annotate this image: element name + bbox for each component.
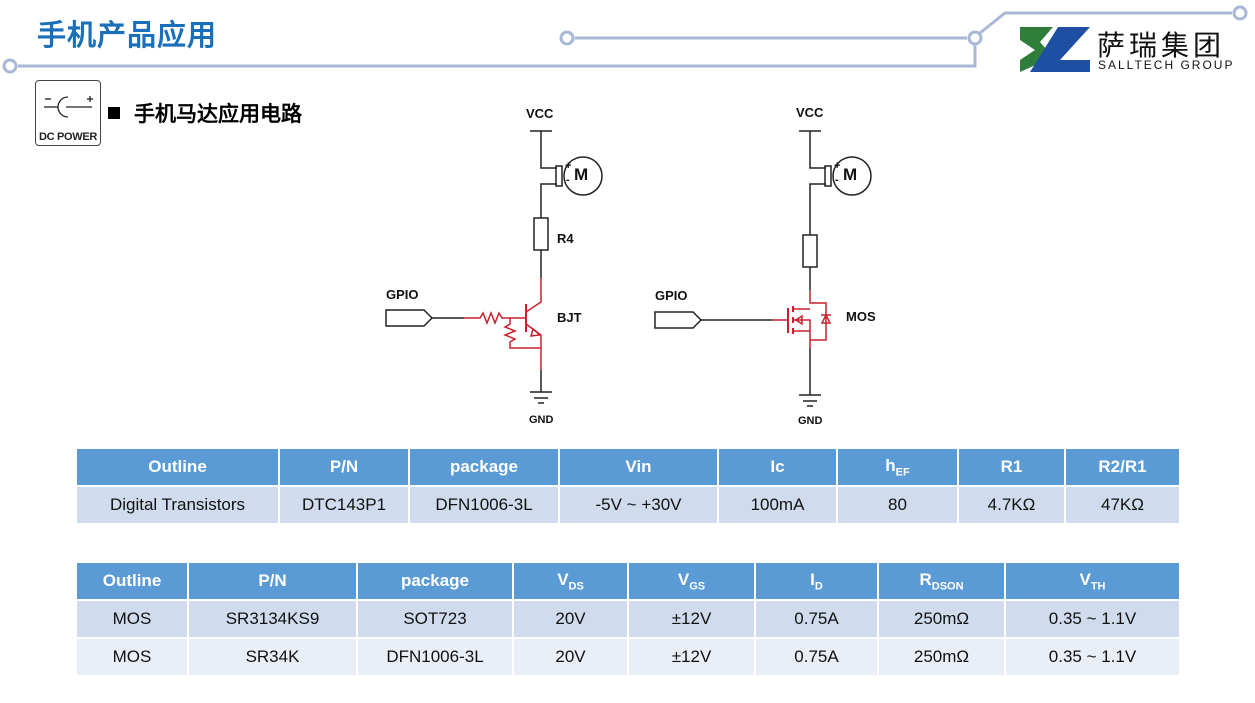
page-title: 手机产品应用: [37, 18, 218, 52]
table-cell: 0.35 ~ 1.1V: [1006, 601, 1179, 637]
column-header: Outline: [77, 449, 278, 485]
bjt-transistor: [464, 278, 542, 370]
table-cell: Digital Transistors: [77, 487, 278, 523]
table-cell: 20V: [514, 601, 627, 637]
column-header: hEF: [838, 449, 957, 485]
table-cell: SR34K: [189, 639, 356, 675]
motor-icon: [563, 156, 603, 196]
resistor-r4: [533, 217, 549, 251]
table-cell: MOS: [77, 601, 187, 637]
dc-power-icon: DC POWER: [35, 80, 101, 146]
column-header: RDSON: [879, 563, 1004, 599]
table-cell: SOT723: [358, 601, 512, 637]
digital-transistor-table: Outline P/N package Vin Ic hEF R1 R2/R1 Digital…: [75, 447, 1181, 525]
bjt-motor-minus: -: [566, 174, 570, 186]
mos-circuit: [654, 130, 872, 407]
column-header: Outline: [77, 563, 187, 599]
gpio-port: [385, 309, 434, 327]
column-header: Vin: [560, 449, 717, 485]
table-cell: 80: [838, 487, 957, 523]
column-header: R2/R1: [1066, 449, 1179, 485]
table-header-row: Outline P/N package Vin Ic hEF R1 R2/R1: [77, 449, 1179, 485]
mos-table: Outline P/N package VDS VGS ID RDSON VTH MOS SR3…: [75, 561, 1181, 677]
table-cell: MOS: [77, 639, 187, 675]
column-header: package: [410, 449, 558, 485]
column-header: VTH: [1006, 563, 1179, 599]
gpio-port: [654, 311, 703, 329]
bjt-motor-label: M: [574, 165, 589, 184]
bjt-gpio-label: GPIO: [386, 287, 419, 302]
bullet-square-icon: [108, 107, 120, 119]
column-header: Ic: [719, 449, 836, 485]
logo-name-en: SALLTECH GROUP: [1098, 58, 1235, 72]
table-row: MOS SR34K DFN1006-3L 20V ±12V 0.75A 250mΩ 0.35 …: [77, 639, 1179, 675]
column-header: ID: [756, 563, 877, 599]
table-cell: 250mΩ: [879, 639, 1004, 675]
bjt-vcc-label: VCC: [526, 106, 554, 121]
table-cell: 0.35 ~ 1.1V: [1006, 639, 1179, 675]
mos-vcc-label: VCC: [796, 105, 824, 120]
mos-motor-minus: -: [835, 174, 839, 186]
mos-motor-label: M: [843, 165, 858, 184]
bjt-gnd-label: GND: [529, 414, 554, 426]
bjt-r4-label: R4: [557, 231, 574, 246]
bjt-label: BJT: [557, 310, 582, 325]
mos-gnd-label: GND: [798, 415, 823, 427]
logo-name-cn: 萨瑞集团: [1097, 29, 1226, 62]
column-header: VDS: [514, 563, 627, 599]
table-cell: DTC143P1: [280, 487, 408, 523]
table-row: MOS SR3134KS9 SOT723 20V ±12V 0.75A 250mΩ 0.35 …: [77, 601, 1179, 637]
table-header-row: Outline P/N package VDS VGS ID RDSON VTH: [77, 563, 1179, 599]
table-cell: ±12V: [629, 601, 754, 637]
motor-circuits: [385, 130, 872, 407]
mos-motor-plus: +: [834, 160, 841, 172]
table-cell: 250mΩ: [879, 601, 1004, 637]
table-cell: DFN1006-3L: [358, 639, 512, 675]
column-header: P/N: [280, 449, 408, 485]
motor-icon: [832, 156, 872, 196]
table-cell: 0.75A: [756, 639, 877, 675]
mos-label: MOS: [846, 309, 876, 324]
dc-power-label: DC POWER: [38, 131, 98, 143]
column-header: R1: [959, 449, 1064, 485]
salltech-logo-icon: [1020, 27, 1090, 72]
table-cell: 4.7KΩ: [959, 487, 1064, 523]
mos-gpio-label: GPIO: [655, 288, 688, 303]
table-cell: 20V: [514, 639, 627, 675]
bjt-circuit: [385, 130, 603, 404]
column-header: VGS: [629, 563, 754, 599]
resistor: [802, 234, 818, 268]
table-cell: -5V ~ +30V: [560, 487, 717, 523]
table-cell: DFN1006-3L: [410, 487, 558, 523]
table-cell: 100mA: [719, 487, 836, 523]
bjt-motor-plus: +: [565, 160, 572, 172]
table-cell: 47KΩ: [1066, 487, 1179, 523]
table-row: Digital Transistors DTC143P1 DFN1006-3L -5V…: [77, 487, 1179, 523]
table-cell: 0.75A: [756, 601, 877, 637]
table-cell: SR3134KS9: [189, 601, 356, 637]
column-header: package: [358, 563, 512, 599]
table-cell: ±12V: [629, 639, 754, 675]
mos-transistor: [772, 290, 832, 348]
section-title: 手机马达应用电路: [108, 98, 302, 128]
column-header: P/N: [189, 563, 356, 599]
